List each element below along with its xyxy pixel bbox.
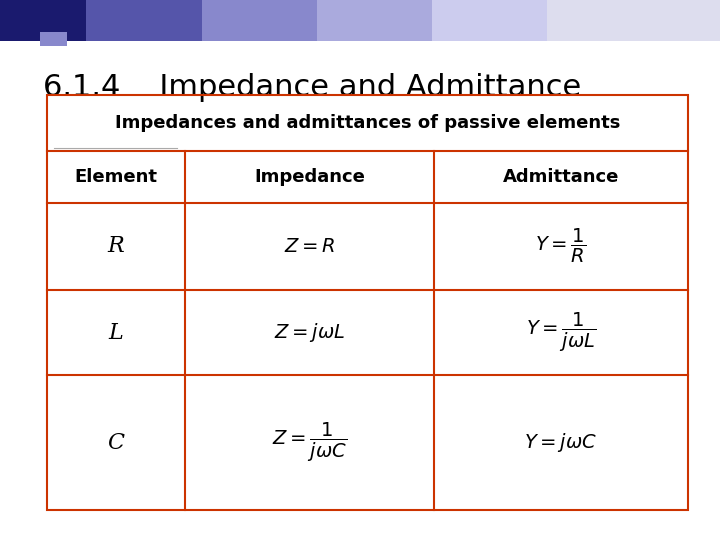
- Text: 6.1.4    Impedance and Admittance: 6.1.4 Impedance and Admittance: [43, 73, 582, 102]
- Text: Impedances and admittances of passive elements: Impedances and admittances of passive el…: [114, 113, 620, 132]
- Text: $Y = \dfrac{1}{R}$: $Y = \dfrac{1}{R}$: [536, 227, 587, 265]
- Text: $Y = \dfrac{1}{j\omega L}$: $Y = \dfrac{1}{j\omega L}$: [526, 311, 596, 354]
- Text: R: R: [107, 235, 124, 257]
- Text: $Z = j\omega L$: $Z = j\omega L$: [274, 321, 345, 344]
- Text: Impedance: Impedance: [254, 167, 365, 186]
- Text: Element: Element: [74, 167, 157, 186]
- Text: $Y = j\omega C$: $Y = j\omega C$: [524, 431, 598, 454]
- Text: $Z = \dfrac{1}{j\omega C}$: $Z = \dfrac{1}{j\omega C}$: [272, 421, 347, 464]
- Text: C: C: [107, 432, 124, 454]
- Text: $Z = R$: $Z = R$: [284, 237, 336, 256]
- Text: Admittance: Admittance: [503, 167, 619, 186]
- Text: L: L: [108, 321, 123, 343]
